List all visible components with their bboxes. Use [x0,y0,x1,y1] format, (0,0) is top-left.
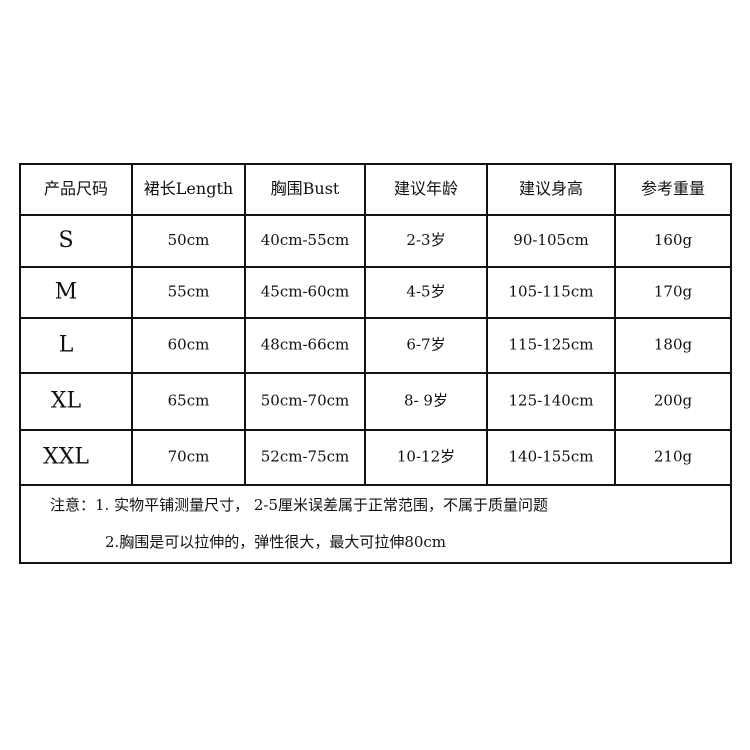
body-cell: 160g [654,231,693,249]
size-cell: XL [51,389,82,414]
size-cell: L [59,333,74,358]
header-cell: 建议年龄 [394,179,458,198]
note-line: 注意：1. 实物平铺测量尺寸， 2-5厘米误差属于正常范围，不属于质量问题 [50,496,548,514]
body-cell: 45cm-60cm [261,283,350,301]
body-cell: 50cm-70cm [261,392,350,410]
body-cell: 125-140cm [509,392,594,410]
header-cell: 产品尺码 [44,179,108,198]
header-cell: 裙长Length [144,179,233,198]
size-cell: S [58,228,73,253]
size-cell: M [55,280,78,305]
size-cell: XXL [43,445,89,470]
body-cell: 10-12岁 [397,448,455,466]
body-cell: 70cm [168,448,210,466]
body-cell: 48cm-66cm [261,336,350,354]
body-cell: 65cm [168,392,210,410]
body-cell: 90-105cm [513,231,588,249]
body-cell: 105-115cm [509,283,594,301]
table-border [19,163,732,564]
body-cell: 8- 9岁 [404,392,448,410]
body-cell: 4-5岁 [406,283,445,301]
body-cell: 2-3岁 [406,231,445,249]
body-cell: 50cm [168,231,210,249]
body-cell: 6-7岁 [406,336,445,354]
body-cell: 52cm-75cm [261,448,350,466]
body-cell: 55cm [168,283,210,301]
body-cell: 210g [654,448,693,466]
body-cell: 200g [654,392,693,410]
body-cell: 180g [654,336,693,354]
body-cell: 170g [654,283,693,301]
header-cell: 建议身高 [519,179,583,198]
header-cell: 胸围Bust [271,179,340,198]
header-cell: 参考重量 [641,179,705,198]
body-cell: 40cm-55cm [261,231,350,249]
body-cell: 60cm [168,336,210,354]
note-line: 2.胸围是可以拉伸的，弹性很大，最大可拉伸80cm [105,533,446,551]
body-cell: 115-125cm [509,336,594,354]
body-cell: 140-155cm [509,448,594,466]
